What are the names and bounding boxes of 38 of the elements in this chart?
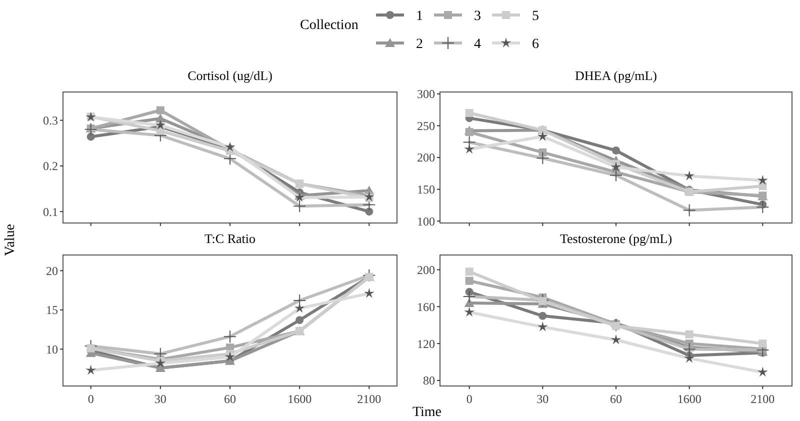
y-tick-label: 120 — [417, 336, 435, 351]
y-tick-label: 100 — [417, 214, 435, 228]
y-tick-label: 200 — [417, 262, 435, 277]
x-tick-label: 1600 — [677, 392, 702, 406]
y-tick-label: 150 — [417, 182, 435, 196]
y-tick-label: 10 — [46, 342, 58, 356]
y-tick-label: 160 — [417, 300, 435, 314]
y-tick-label: 250 — [417, 118, 435, 133]
x-tick-label: 60 — [224, 392, 236, 406]
x-tick-label: 30 — [154, 392, 166, 406]
chart-title: DHEA (pg/mL) — [575, 68, 657, 83]
x-tick-label: 30 — [536, 392, 549, 406]
x-tick-label: 0 — [88, 392, 94, 406]
y-tick-label: 300 — [417, 87, 435, 102]
x-tick-label: 60 — [610, 392, 622, 406]
x-axis-title: Time — [412, 405, 442, 420]
chart-title: T:C Ratio — [204, 231, 256, 246]
x-tick-label: 0 — [466, 392, 472, 406]
y-axis-title: Value — [3, 224, 18, 256]
x-tick-label: 1600 — [288, 392, 312, 406]
legend-label: 3 — [474, 8, 481, 24]
legend-label: 6 — [532, 36, 539, 52]
y-tick-label: 0.1 — [43, 204, 58, 219]
legend-label: 1 — [416, 8, 423, 24]
y-tick-label: 0.2 — [43, 159, 58, 174]
y-tick-label: 15 — [46, 303, 58, 318]
legend-title: Collection — [300, 18, 358, 33]
y-tick-label: 20 — [46, 264, 58, 278]
y-tick-label: 80 — [423, 374, 435, 388]
chart-title: Cortisol (ug/dL) — [188, 68, 272, 83]
legend-label: 5 — [532, 8, 539, 24]
legend-label: 4 — [474, 36, 481, 52]
x-tick-label: 2100 — [750, 392, 775, 406]
legend-label: 2 — [416, 36, 423, 52]
y-tick-label: 0.3 — [43, 114, 58, 128]
x-tick-label: 2100 — [357, 392, 382, 406]
y-tick-label: 200 — [417, 150, 435, 165]
chart-title: Testosterone (pg/mL) — [560, 231, 672, 246]
